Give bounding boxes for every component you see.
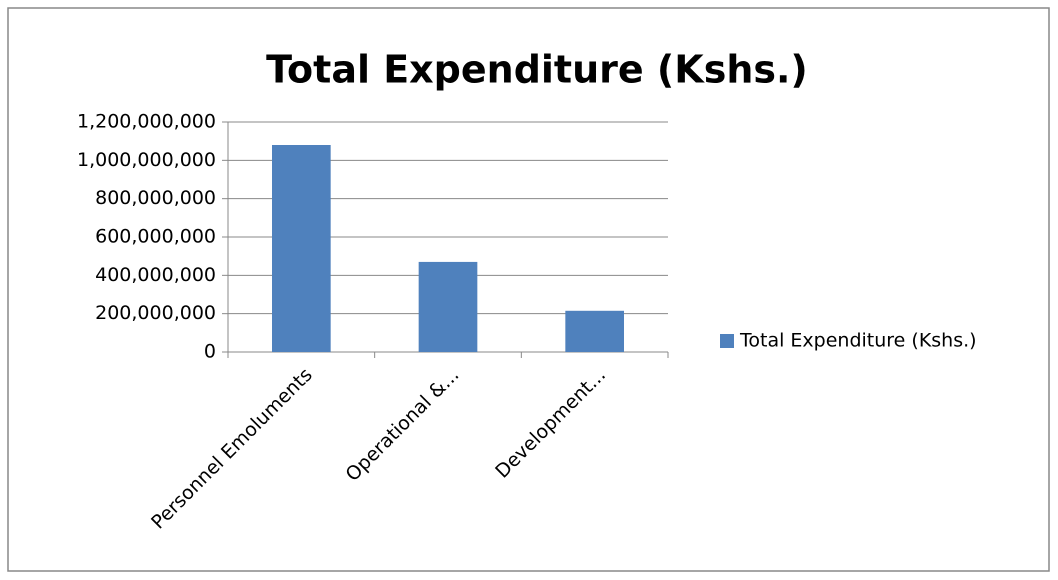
chart-title: Total Expenditure (Kshs.) (266, 48, 808, 92)
y-tick-label: 1,000,000,000 (77, 149, 216, 171)
y-tick-label: 1,200,000,000 (77, 111, 216, 133)
y-tick-label: 400,000,000 (95, 264, 216, 286)
bar (272, 145, 331, 352)
legend-label: Total Expenditure (Kshs.) (739, 330, 977, 352)
bar (565, 310, 624, 352)
y-tick-label: 0 (204, 341, 216, 363)
y-tick-label: 800,000,000 (95, 187, 216, 209)
legend-swatch (720, 334, 734, 348)
bar (418, 261, 478, 352)
y-tick-label: 600,000,000 (95, 226, 216, 248)
y-tick-label: 200,000,000 (95, 302, 216, 324)
chart-border (7, 7, 1050, 572)
